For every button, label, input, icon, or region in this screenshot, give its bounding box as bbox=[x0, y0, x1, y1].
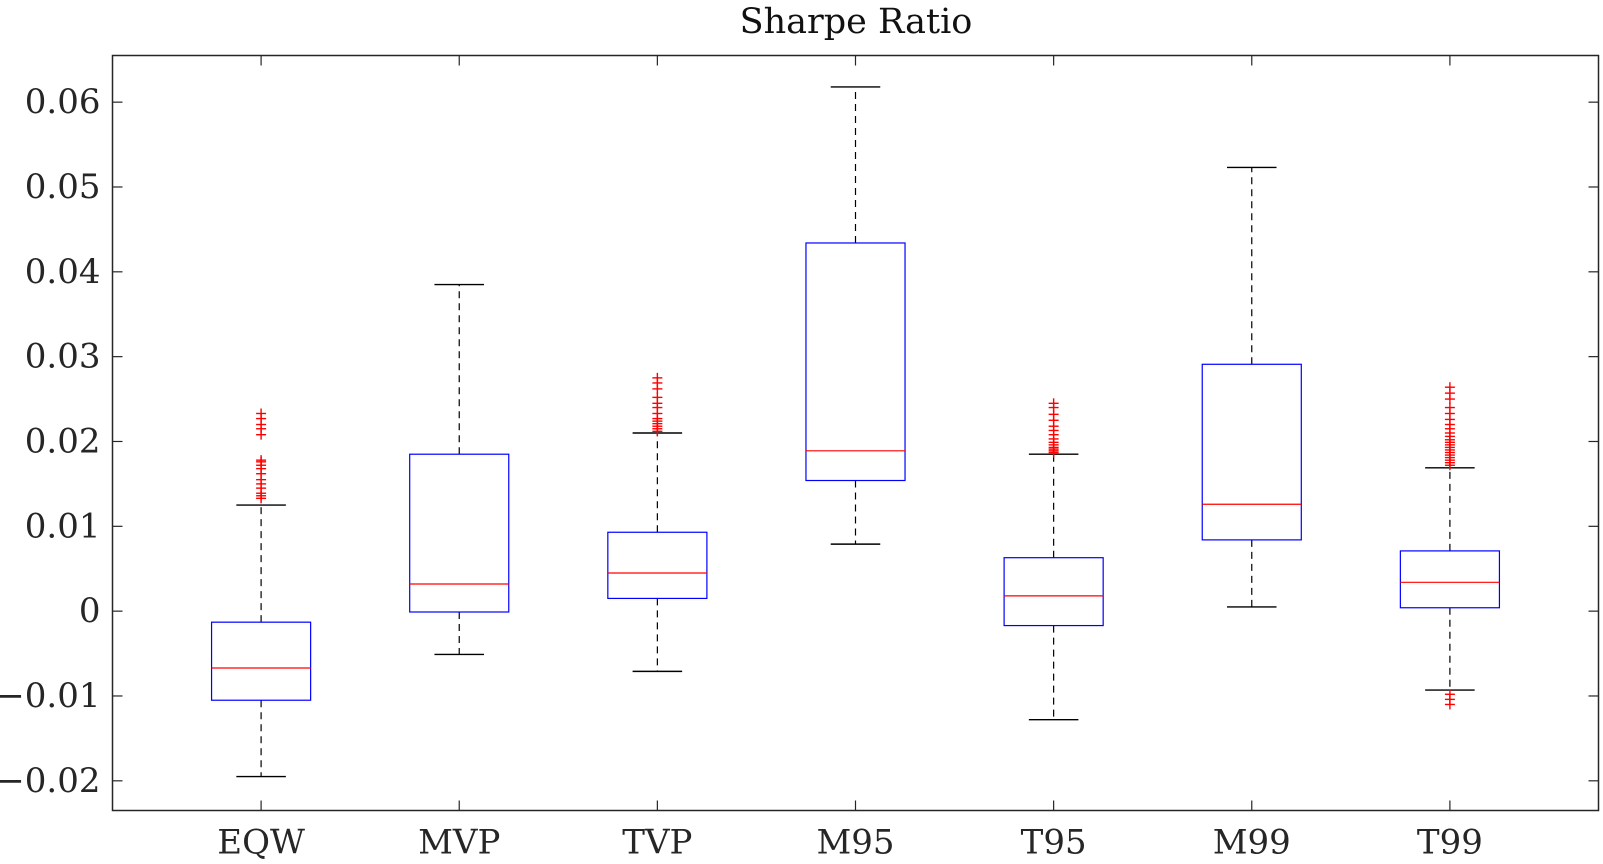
box-group-mvp bbox=[409, 283, 510, 656]
box-group-t99 bbox=[1399, 382, 1501, 710]
y-tick-label: 0.04 bbox=[25, 252, 101, 292]
box-group-eqw bbox=[210, 408, 312, 778]
outlier-marker bbox=[1444, 382, 1455, 393]
x-tick-label: T99 bbox=[1417, 823, 1483, 863]
axis-layer: −0.02 −0.01 0 0.01 0.02 0.03 0.04 0.05 0.06 EQW MV… bbox=[0, 55, 1599, 863]
outlier-marker bbox=[652, 392, 663, 403]
chart-title: Sharpe Ratio bbox=[740, 2, 973, 42]
outlier-marker bbox=[256, 408, 267, 419]
iqr-box bbox=[210, 621, 312, 701]
box-group-t95 bbox=[1003, 398, 1104, 721]
x-tick-label: T95 bbox=[1021, 823, 1087, 863]
y-tick-label: 0.02 bbox=[25, 421, 101, 461]
outlier-marker bbox=[652, 372, 663, 383]
outlier-marker bbox=[256, 455, 267, 466]
x-tick-label: M95 bbox=[816, 823, 894, 863]
x-tick-label: MVP bbox=[418, 823, 500, 863]
outlier-marker bbox=[1444, 402, 1455, 413]
y-tick-label: 0.01 bbox=[25, 506, 101, 546]
box-layer bbox=[210, 86, 1501, 778]
box-group-m95 bbox=[805, 86, 906, 545]
box-group-tvp bbox=[607, 372, 708, 673]
outlier-marker bbox=[1048, 398, 1059, 409]
y-tick-label: 0.05 bbox=[25, 167, 101, 207]
iqr-box bbox=[409, 453, 510, 613]
y-tick-label: 0 bbox=[79, 591, 101, 631]
y-tick-label: 0.06 bbox=[25, 82, 101, 122]
outlier-marker bbox=[1444, 689, 1455, 700]
x-tick-label: TVP bbox=[622, 823, 692, 863]
iqr-box bbox=[1201, 363, 1302, 541]
x-tick-label: M99 bbox=[1213, 823, 1291, 863]
iqr-box bbox=[1399, 550, 1501, 609]
y-tick-label: −0.01 bbox=[0, 676, 101, 716]
iqr-box bbox=[607, 531, 708, 600]
y-tick-label: −0.02 bbox=[0, 761, 101, 801]
box-group-m99 bbox=[1201, 166, 1302, 608]
iqr-box bbox=[805, 242, 906, 482]
y-tick-label: 0.03 bbox=[25, 337, 101, 377]
iqr-box bbox=[1003, 557, 1104, 627]
x-tick-label: EQW bbox=[217, 823, 305, 863]
